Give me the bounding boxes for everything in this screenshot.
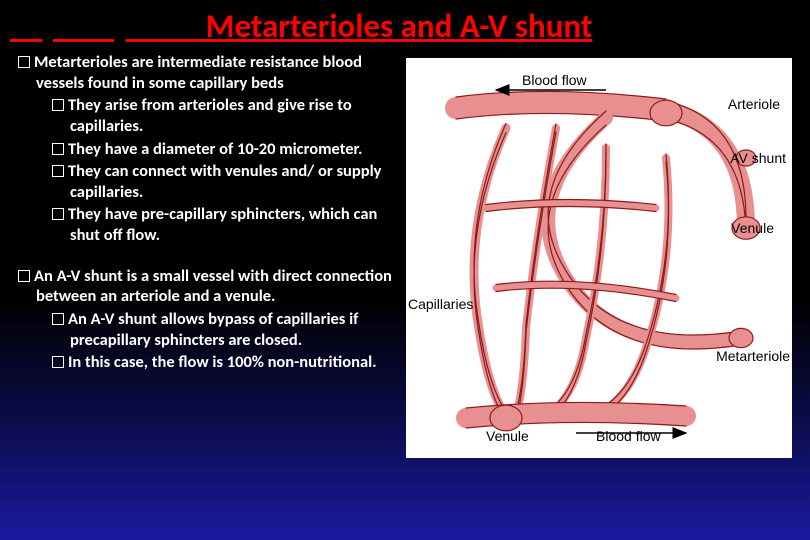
checkbox-icon: [52, 165, 64, 177]
title-part2: Metarterioles and A-V shunt: [198, 6, 592, 46]
vessel-network-svg: [406, 58, 792, 458]
checkbox-icon: [52, 356, 64, 368]
bullet-text: Metarterioles are intermediate resistanc…: [34, 52, 362, 93]
bullet-text: An A-V shunt is a small vessel with dire…: [34, 266, 392, 307]
slide-title: Capillary bed: Metarterioles and A-V shu…: [0, 0, 810, 50]
checkbox-icon: [52, 99, 64, 111]
bullet-sub-1d: They have pre-capillary sphincters, whic…: [10, 204, 400, 245]
checkbox-icon: [52, 313, 64, 325]
label-venule-top: Venule: [731, 220, 774, 236]
spacer: [10, 248, 400, 266]
checkbox-icon: [18, 270, 30, 282]
bullet-sub-1a: They arise from arterioles and give rise…: [10, 95, 400, 136]
label-arteriole: Arteriole: [728, 96, 780, 112]
bullet-sub-1c: They can connect with venules and/ or su…: [10, 161, 400, 202]
bullet-sub-2a: An A-V shunt allows bypass of capillarie…: [10, 309, 400, 350]
bullet-sub-2b: In this case, the flow is 100% non-nutri…: [10, 352, 400, 373]
label-blood-flow-bottom: Blood flow: [596, 428, 661, 444]
label-metarteriole: Metarteriole: [716, 348, 790, 364]
label-blood-flow-top: Blood flow: [522, 72, 587, 88]
bullet-main-1: Metarterioles are intermediate resistanc…: [10, 52, 400, 93]
bullet-sub-1b: They have a diameter of 10-20 micrometer…: [10, 139, 400, 160]
bullet-text: They arise from arterioles and give rise…: [68, 95, 352, 136]
label-venule-bottom: Venule: [486, 428, 529, 444]
title-part1: Capillary bed:: [10, 6, 198, 46]
text-column: Metarterioles are intermediate resistanc…: [10, 52, 400, 458]
checkbox-icon: [52, 143, 64, 155]
bullet-text: An A-V shunt allows bypass of capillarie…: [68, 309, 358, 350]
capillary-bed-diagram: Blood flow Arteriole AV shunt Venule Cap…: [406, 58, 792, 458]
label-av-shunt: AV shunt: [730, 150, 786, 166]
bullet-text: In this case, the flow is 100% non-nutri…: [68, 352, 377, 372]
checkbox-icon: [52, 208, 64, 220]
bullet-text: They have pre-capillary sphincters, whic…: [68, 204, 377, 245]
bullet-text: They can connect with venules and/ or su…: [68, 161, 381, 202]
bullet-main-2: An A-V shunt is a small vessel with dire…: [10, 266, 400, 307]
content-row: Metarterioles are intermediate resistanc…: [0, 50, 810, 458]
label-capillaries: Capillaries: [408, 296, 473, 312]
bullet-text: They have a diameter of 10-20 micrometer…: [68, 139, 362, 159]
checkbox-icon: [18, 56, 30, 68]
